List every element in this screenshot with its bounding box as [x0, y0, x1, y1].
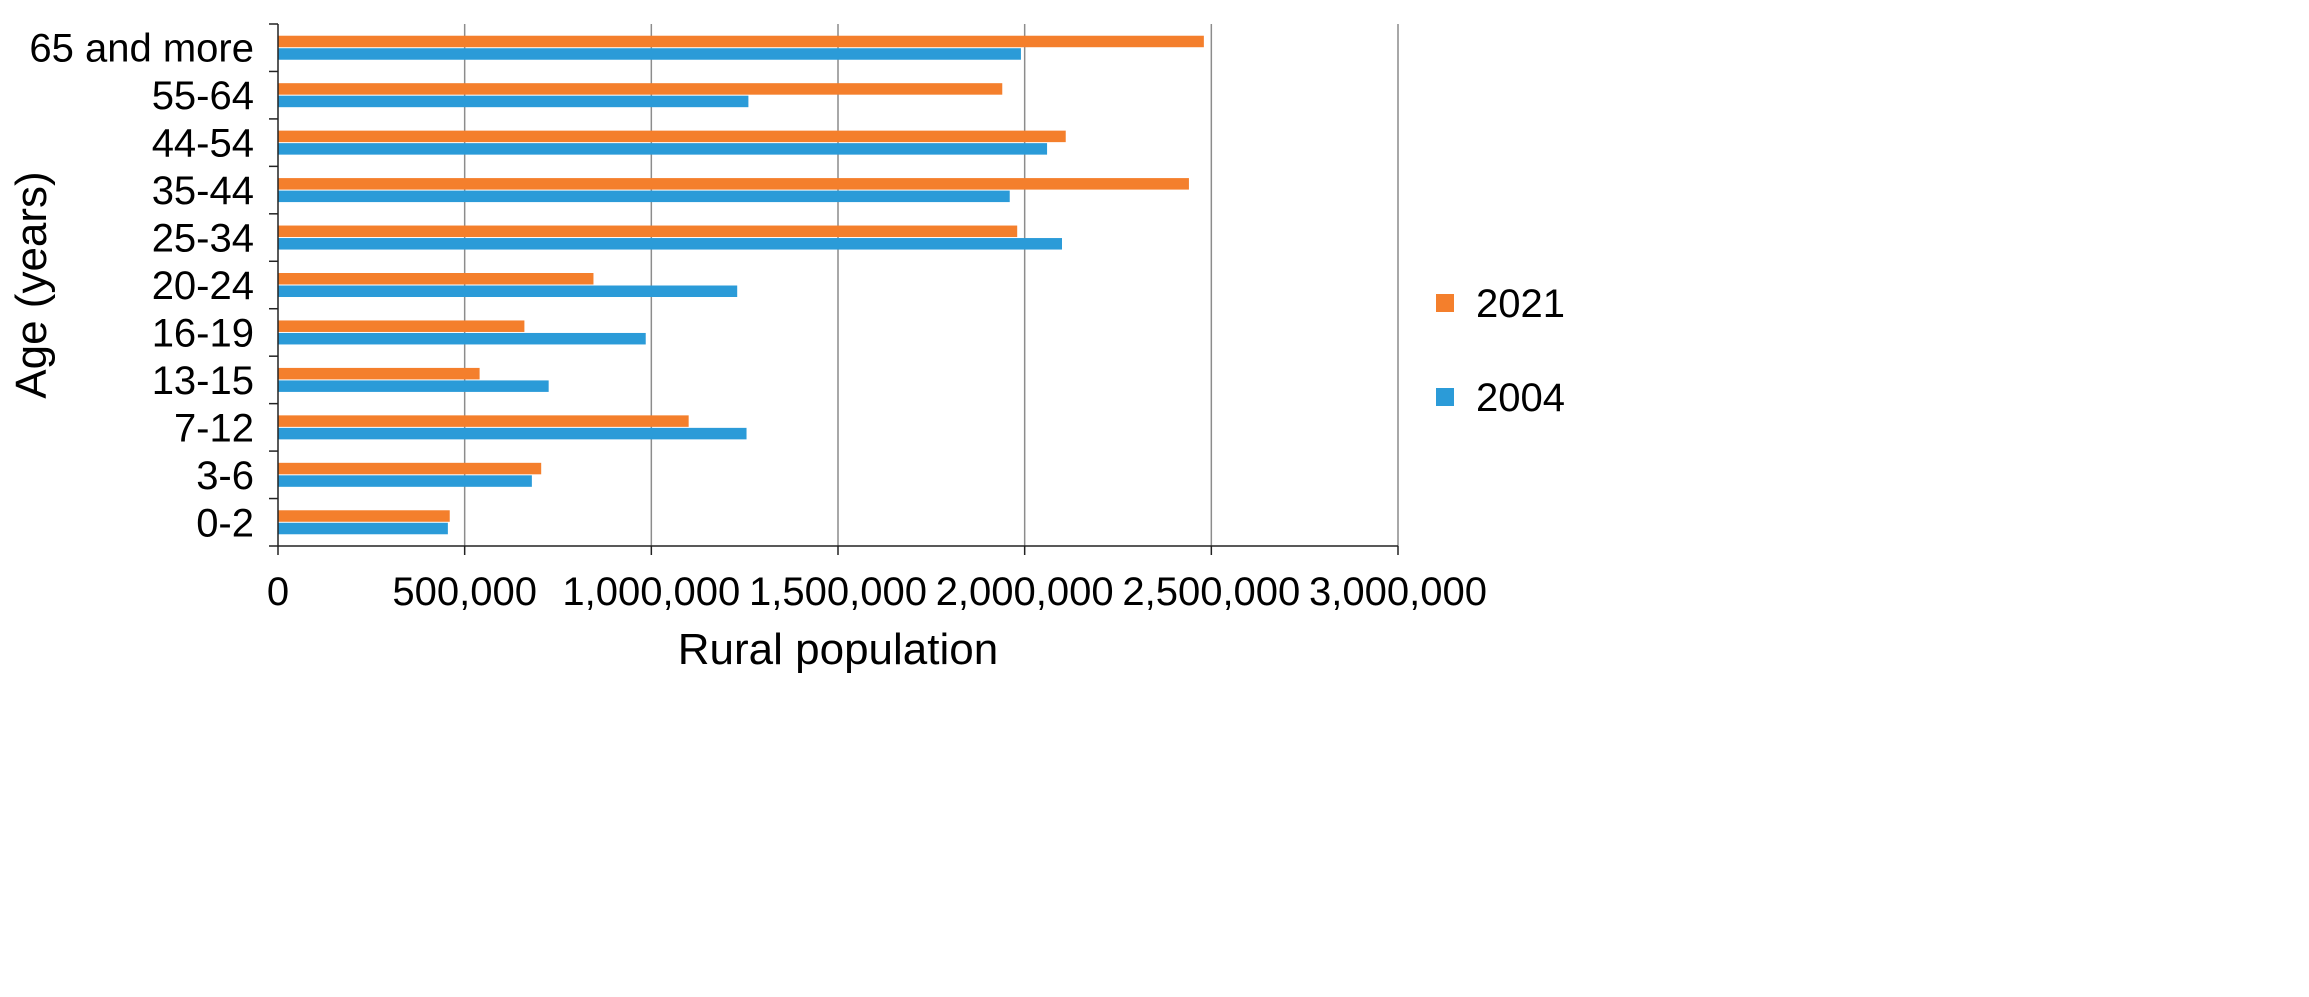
category-label: 65 and more: [29, 27, 254, 71]
category-label: 7-12: [174, 406, 254, 450]
x-tick-label: 3,000,000: [1309, 570, 1487, 614]
category-label: 44-54: [152, 122, 254, 166]
x-tick-label: 2,000,000: [936, 570, 1114, 614]
bar-2004-13-15: [278, 380, 549, 392]
legend: 2021 2004: [1436, 282, 1565, 420]
bar-2004-25-34: [278, 238, 1062, 250]
bar-2021-44-54: [278, 130, 1066, 143]
bar-2021-55-64: [278, 83, 1003, 95]
grid-lines: [463, 24, 1399, 546]
bar-2021-3-6: [278, 462, 542, 475]
bar-2021-20-24: [278, 273, 594, 285]
x-tick-label: 1,000,000: [562, 570, 740, 614]
category-label: 25-34: [152, 217, 254, 261]
bar-2021-7-12: [278, 415, 689, 427]
bar-2004-0-2: [278, 522, 448, 535]
bar-2021-13-15: [278, 367, 480, 380]
bar-2004-44-54: [278, 143, 1048, 155]
legend-label-2004: 2004: [1476, 376, 1565, 420]
bar-2021-0-2: [278, 510, 450, 522]
legend-swatch-2004: [1436, 388, 1454, 406]
category-label: 13-15: [152, 359, 254, 403]
bar-2021-65-and-more: [278, 35, 1204, 48]
category-label: 20-24: [152, 264, 254, 308]
x-tick-labels: 0 500,000 1,000,000 1,500,000 2,000,000 2,500…: [267, 570, 1487, 614]
category-label: 55-64: [152, 74, 254, 118]
category-labels: 65 and more55-6444-5435-4425-3420-2416-1…: [29, 27, 254, 546]
bar-2004-55-64: [278, 95, 749, 108]
category-label: 35-44: [152, 169, 254, 213]
y-axis-title: Age (years): [7, 171, 56, 398]
bar-2021-25-34: [278, 225, 1018, 238]
category-label: 0-2: [196, 501, 254, 545]
bar-2004-35-44: [278, 190, 1010, 203]
bars: [278, 35, 1204, 535]
x-tick-label: 0: [267, 570, 289, 614]
bar-2004-3-6: [278, 475, 532, 487]
category-label: 3-6: [196, 454, 254, 498]
bar-2004-7-12: [278, 427, 747, 440]
x-tick-label: 500,000: [392, 570, 537, 614]
bar-2004-20-24: [278, 285, 738, 297]
category-label: 16-19: [152, 311, 254, 355]
legend-label-2021: 2021: [1476, 282, 1565, 326]
x-axis-title: Rural population: [678, 625, 998, 674]
legend-swatch-2021: [1436, 294, 1454, 312]
x-tick-label: 2,500,000: [1122, 570, 1300, 614]
axes: [269, 23, 1399, 555]
bar-2021-16-19: [278, 320, 525, 332]
bar-2021-35-44: [278, 178, 1189, 190]
bar-2004-16-19: [278, 332, 646, 345]
x-tick-label: 1,500,000: [749, 570, 927, 614]
bar-2004-65-and-more: [278, 48, 1021, 60]
